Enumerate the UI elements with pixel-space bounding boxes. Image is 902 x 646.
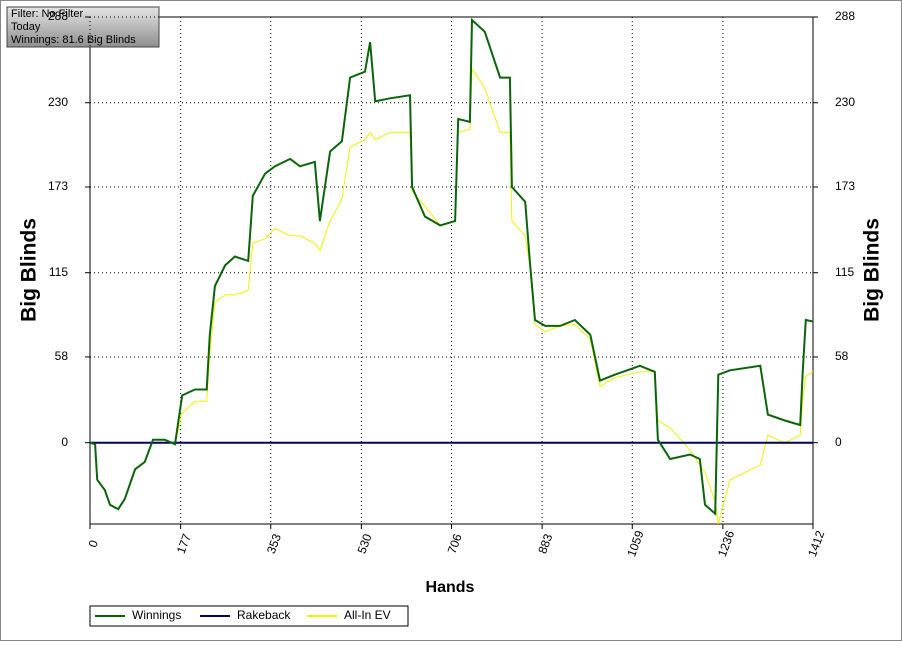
y-tick-label: 230	[48, 95, 68, 109]
x-tick-label: 177	[174, 532, 194, 556]
x-axis-title: Hands	[426, 579, 475, 596]
y-tick-label: 115	[49, 265, 68, 279]
info-box	[6, 6, 160, 48]
legend-label: Winnings	[132, 608, 181, 622]
y2-tick-label: 173	[835, 179, 855, 193]
y2-axis-title: Big Blinds	[861, 218, 884, 322]
info-line: Filter: No Filter	[11, 8, 83, 20]
y-tick-label: 173	[48, 179, 68, 193]
y2-tick-label: 115	[835, 265, 854, 279]
legend	[89, 605, 409, 627]
x-tick-label: 353	[264, 532, 284, 556]
series-group	[90, 17, 813, 524]
y2-tick-label: 0	[835, 435, 842, 449]
info-line: Today	[11, 21, 41, 33]
x-tick-label: 0	[86, 538, 102, 549]
info-box-bg	[6, 6, 160, 48]
info-line: Winnings: 81.6 Big Blinds	[11, 34, 136, 46]
y-tick-label: 288	[48, 9, 68, 23]
legend-label: All-In EV	[344, 608, 391, 622]
x-tick-label: 706	[445, 532, 465, 556]
y2-tick-label: 230	[835, 95, 855, 109]
series-line	[90, 67, 813, 524]
x-tick-label: 530	[355, 532, 375, 556]
series-line	[90, 17, 813, 516]
y2-tick-label: 288	[835, 9, 855, 23]
legend-label: Rakeback	[237, 608, 291, 622]
y2-tick-label: 58	[835, 349, 849, 363]
y-tick-label: 0	[61, 435, 68, 449]
y-axis-title: Big Blinds	[18, 218, 41, 322]
y-tick-label: 58	[55, 349, 69, 363]
x-tick-label: 883	[535, 532, 555, 556]
